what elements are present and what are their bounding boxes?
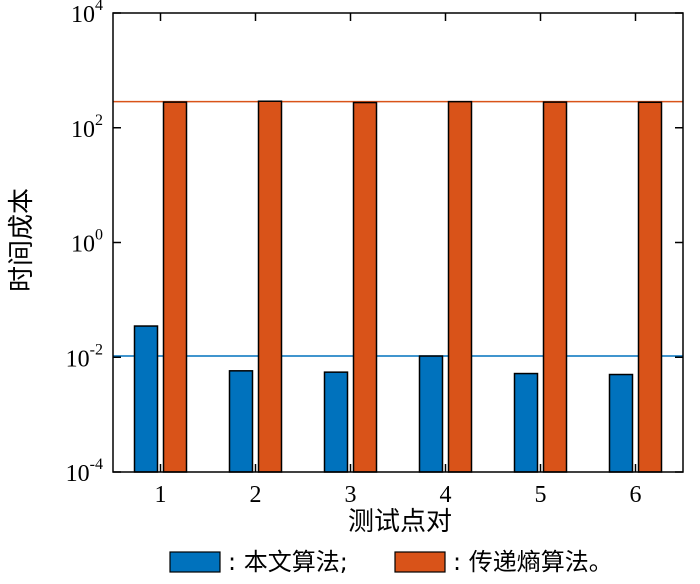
y-tick-label-2: 10-2 bbox=[66, 341, 103, 372]
x-tick-label-2: 2 bbox=[250, 482, 262, 508]
x-ticks: 1 2 3 4 5 6 bbox=[155, 13, 642, 508]
bar-series1-6 bbox=[608, 373, 634, 473]
bar-series2-5 bbox=[542, 101, 568, 473]
bar-series2-1 bbox=[162, 101, 188, 473]
bar-series2-4 bbox=[447, 100, 473, 473]
bar-series1-3 bbox=[323, 371, 349, 473]
bars bbox=[133, 100, 663, 473]
y-ticks: 10-4 10-2 100 102 104 bbox=[66, 0, 683, 487]
legend-swatch-2 bbox=[394, 551, 446, 573]
bar-series1-1 bbox=[133, 325, 159, 473]
plot-frame bbox=[112, 12, 684, 473]
y-tick-label-1: 10-4 bbox=[66, 456, 103, 487]
bar-series2-3 bbox=[352, 101, 378, 473]
x-tick-label-1: 1 bbox=[155, 482, 167, 508]
bar-series1-5 bbox=[513, 372, 539, 473]
x-tick-label-3: 3 bbox=[345, 482, 357, 508]
y-tick-label-4: 102 bbox=[71, 112, 103, 143]
bar-series2-2 bbox=[257, 100, 283, 473]
legend-label-2: : 传递熵算法。 bbox=[453, 548, 613, 576]
axes bbox=[112, 12, 684, 473]
legend: : 本文算法; : 传递熵算法。 bbox=[169, 548, 613, 576]
legend-label-1: : 本文算法; bbox=[228, 548, 348, 576]
x-tick-label-5: 5 bbox=[535, 482, 547, 508]
x-axis-label: 测试点对 bbox=[348, 507, 452, 537]
bar-series1-2 bbox=[228, 370, 254, 473]
y-tick-label-3: 100 bbox=[71, 227, 103, 258]
legend-swatch-1 bbox=[169, 551, 221, 573]
bar-series2-6 bbox=[637, 101, 663, 473]
x-tick-label-4: 4 bbox=[440, 482, 452, 508]
reference-lines bbox=[113, 100, 683, 357]
bar-series1-4 bbox=[418, 355, 444, 473]
y-axis-label: 时间成本 bbox=[7, 188, 37, 292]
x-tick-label-6: 6 bbox=[630, 482, 642, 508]
y-tick-label-5: 104 bbox=[71, 0, 103, 28]
